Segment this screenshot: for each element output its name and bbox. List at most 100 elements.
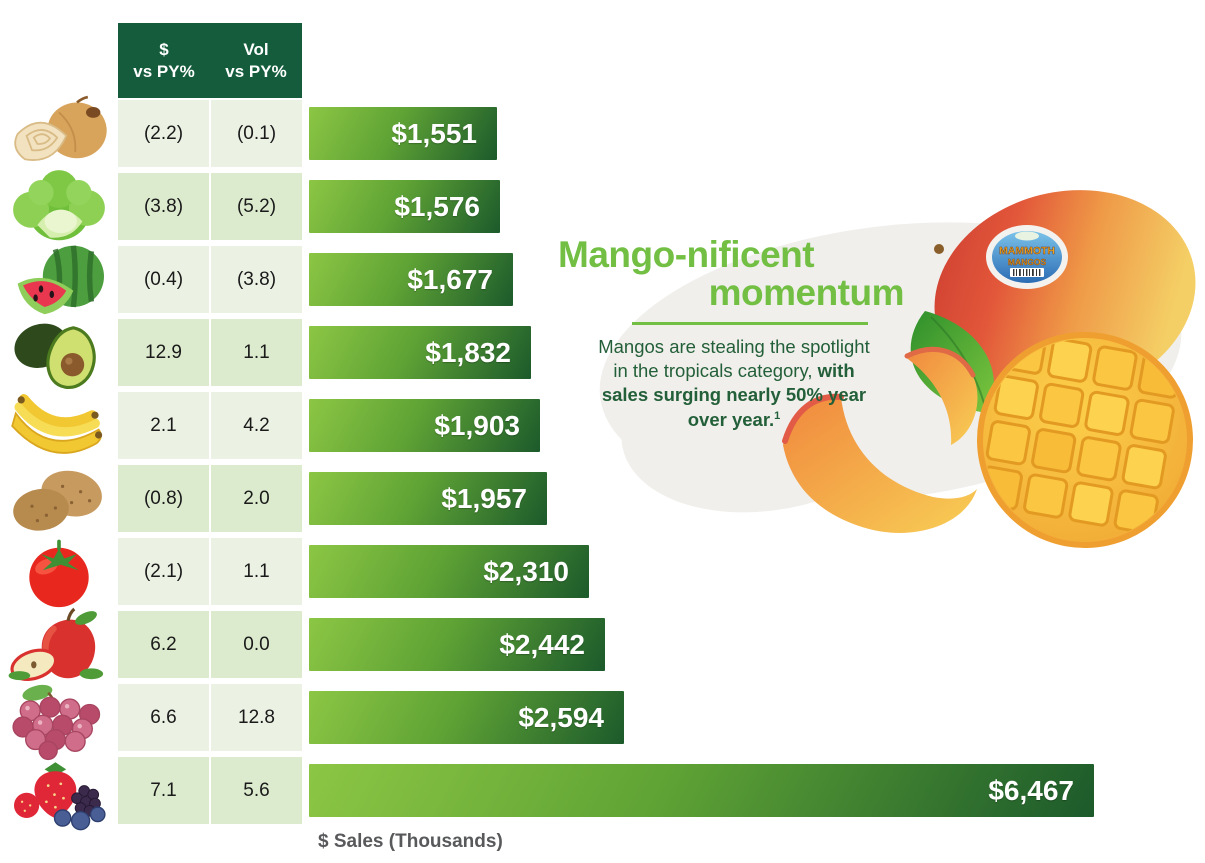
callout-title-line2: momentum xyxy=(708,272,905,313)
footnote-marker: 1 xyxy=(774,409,781,422)
callout-title-line1: Mango-nificent xyxy=(558,234,815,275)
produce-row-tomato: (2.1) 1.1 $2,310 xyxy=(0,538,1205,607)
produce-row-watermelon: (0.4) (3.8) $1,677 xyxy=(0,244,1205,314)
callout-text-segment: with xyxy=(817,359,855,381)
sales-value-label: $2,310 xyxy=(483,555,569,587)
produce-row-potatoes: (0.8) 2.0 $1,957 xyxy=(0,465,1205,532)
sales-bar: $1,677 xyxy=(309,253,513,306)
sales-bar: $2,594 xyxy=(309,691,624,744)
produce-rows: (2.2) (0.1) $1,551 (3.8) (5.2) $1,576 (0.4) (3.… xyxy=(0,95,1205,830)
header-vol-line2: vs PY% xyxy=(225,61,287,81)
bar-track: $2,310 xyxy=(304,538,1205,605)
callout-body-text: Mangos are stealing the spotlight in the … xyxy=(558,335,910,433)
produce-row-avocado: 12.9 1.1 $1,832 xyxy=(0,319,1205,389)
sales-bar: $1,903 xyxy=(309,399,540,452)
vol-vs-py-value: (5.2) xyxy=(211,173,302,240)
bar-track: $6,467 xyxy=(304,757,1205,824)
dollar-vs-py-value: 6.6 xyxy=(118,684,209,751)
header-vol-line1: Vol xyxy=(243,40,269,60)
vol-vs-py-value: 4.2 xyxy=(211,392,302,459)
avocado-icon xyxy=(0,319,118,389)
sales-value-label: $1,576 xyxy=(394,190,480,222)
callout-body-line: sales surging nearly 50% year xyxy=(562,383,906,407)
callout-text-segment: over year. xyxy=(687,408,775,430)
lettuce-icon xyxy=(0,169,118,240)
mango-slice-lower xyxy=(782,393,977,533)
produce-row-berries: 7.1 5.6 $6,467 xyxy=(0,757,1205,830)
bar-track: $1,551 xyxy=(304,100,1205,167)
berries-icon xyxy=(0,757,118,830)
callout-text-segment: Mangos are stealing the spotlight xyxy=(598,335,870,357)
sales-value-label: $2,594 xyxy=(518,701,604,733)
callout-text-segment: sales surging nearly 50% year xyxy=(601,384,867,406)
sticker-line1: MAMMOTH xyxy=(999,245,1055,257)
dollar-vs-py-value: 12.9 xyxy=(118,319,209,386)
callout-body-line: in the tropicals category, with xyxy=(562,359,906,383)
mango-sticker: MAMMOTH MANGOS xyxy=(986,225,1068,289)
mango-illustration: MAMMOTH MANGOS xyxy=(782,190,1196,548)
sales-value-label: $1,677 xyxy=(407,263,493,295)
dollar-vs-py-value: (0.4) xyxy=(118,246,209,313)
bar-track: $1,903 xyxy=(304,392,1205,459)
sales-value-label: $1,957 xyxy=(441,482,527,514)
vol-vs-py-value: 0.0 xyxy=(211,611,302,678)
onion-icon xyxy=(0,95,118,167)
watermelon-icon xyxy=(0,244,118,314)
mango-callout: Mango-nificent momentum Mangos are steal… xyxy=(558,236,910,432)
sales-bar: $1,957 xyxy=(309,472,547,525)
vol-vs-py-value: (0.1) xyxy=(211,100,302,167)
produce-row-lettuce: (3.8) (5.2) $1,576 xyxy=(0,169,1205,240)
sales-bar: $6,467 xyxy=(309,764,1094,817)
sales-value-label: $1,903 xyxy=(434,409,520,441)
bar-track: $1,957 xyxy=(304,465,1205,532)
produce-row-grapes: 6.6 12.8 $2,594 xyxy=(0,684,1205,760)
vol-vs-py-value: (3.8) xyxy=(211,246,302,313)
header-vol-vs-py: Vol vs PY% xyxy=(210,23,302,98)
mango-slice-upper xyxy=(904,346,978,445)
produce-row-bananas: 2.1 4.2 $1,903 xyxy=(0,392,1205,459)
sales-bar: $2,310 xyxy=(309,545,589,598)
sales-bar: $2,442 xyxy=(309,618,605,671)
sales-value-label: $1,832 xyxy=(425,336,511,368)
header-dollar-line2: vs PY% xyxy=(133,61,195,81)
dollar-vs-py-value: (0.8) xyxy=(118,465,209,532)
sales-bar: $1,832 xyxy=(309,326,531,379)
callout-divider xyxy=(632,322,868,325)
bar-track: $2,442 xyxy=(304,611,1205,678)
vol-vs-py-value: 1.1 xyxy=(211,538,302,605)
dollar-vs-py-value: (2.2) xyxy=(118,100,209,167)
tomato-icon xyxy=(0,538,118,607)
dollar-vs-py-value: (3.8) xyxy=(118,173,209,240)
dollar-vs-py-value: 6.2 xyxy=(118,611,209,678)
bar-track: $2,594 xyxy=(304,684,1205,751)
bar-track: $1,576 xyxy=(304,173,1205,240)
dollar-vs-py-value: 7.1 xyxy=(118,757,209,824)
sales-value-label: $6,467 xyxy=(988,774,1074,806)
cubed-mango xyxy=(977,329,1193,548)
callout-text-segment: in the tropicals category, xyxy=(613,359,818,381)
potatoes-icon xyxy=(0,465,118,532)
bar-track: $1,832 xyxy=(304,319,1205,386)
callout-body-line: Mangos are stealing the spotlight xyxy=(562,335,906,359)
header-dollar-line1: $ xyxy=(159,40,169,60)
table-header: $ vs PY% Vol vs PY% xyxy=(118,23,302,98)
bananas-icon xyxy=(0,392,118,459)
apple-icon xyxy=(0,607,118,681)
produce-row-apple: 6.2 0.0 $2,442 xyxy=(0,607,1205,681)
bar-track: $1,677 xyxy=(304,246,1205,313)
sales-value-label: $2,442 xyxy=(499,628,585,660)
sales-bar: $1,576 xyxy=(309,180,500,233)
sales-value-label: $1,551 xyxy=(391,117,477,149)
sticker-line2: MANGOS xyxy=(1008,257,1047,267)
dollar-vs-py-value: (2.1) xyxy=(118,538,209,605)
sales-bar: $1,551 xyxy=(309,107,497,160)
vol-vs-py-value: 12.8 xyxy=(211,684,302,751)
dollar-vs-py-value: 2.1 xyxy=(118,392,209,459)
header-dollar-vs-py: $ vs PY% xyxy=(118,23,210,98)
grapes-icon xyxy=(0,684,118,760)
produce-row-onion: (2.2) (0.1) $1,551 xyxy=(0,95,1205,167)
callout-body-line: over year.1 xyxy=(562,408,906,432)
x-axis-label: $ Sales (Thousands) xyxy=(318,831,503,852)
vol-vs-py-value: 1.1 xyxy=(211,319,302,386)
